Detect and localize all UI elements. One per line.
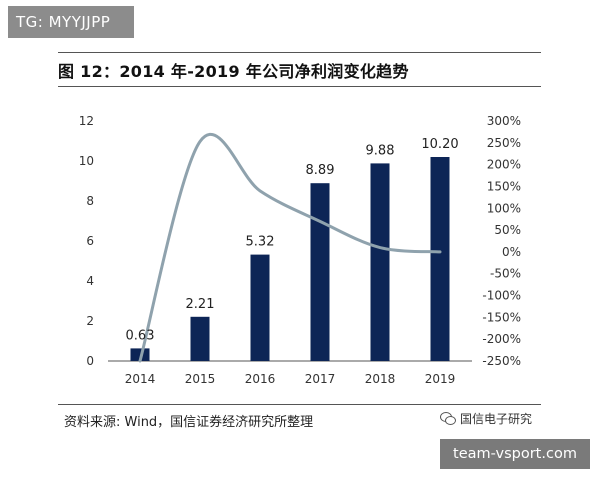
right-tick-label: -250% [482, 354, 521, 368]
left-tick-label: 4 [86, 274, 94, 288]
x-tick-label: 2014 [125, 372, 156, 386]
bar [190, 316, 210, 361]
growth-line [138, 132, 442, 363]
right-tick-label: 100% [487, 201, 521, 215]
left-tick-label: 2 [86, 314, 94, 328]
right-tick-label: 200% [487, 158, 521, 172]
bar-series [130, 157, 450, 361]
x-tick-label: 2016 [245, 372, 276, 386]
left-tick-label: 8 [86, 194, 94, 208]
left-tick-label: 12 [79, 114, 94, 128]
bar [310, 183, 330, 361]
x-axis-ticks: 2014 2015 2016 2017 2018 2019 [125, 372, 456, 386]
bar-data-labels: 0.63 2.21 5.32 8.89 9.88 10.20 [126, 137, 459, 343]
right-tick-label: 50% [494, 223, 521, 237]
source-note: 资料来源: Wind，国信证券经济研究所整理 [64, 415, 314, 430]
bar [430, 157, 450, 361]
left-tick-label: 10 [79, 154, 94, 168]
right-tick-label: -100% [482, 289, 521, 303]
channel-badge: TG: MYYJJPP [8, 6, 134, 38]
bar-value-label: 5.32 [246, 235, 275, 250]
bar-value-label: 2.21 [186, 297, 215, 312]
x-tick-label: 2015 [185, 372, 216, 386]
right-tick-label: -50% [490, 267, 521, 281]
right-tick-label: -150% [482, 310, 521, 324]
bar [370, 163, 390, 361]
right-tick-label: 150% [487, 179, 521, 193]
bar [250, 254, 270, 361]
bar-value-label: 9.88 [366, 143, 395, 158]
bar-value-label: 10.20 [421, 137, 458, 152]
x-tick-label: 2019 [425, 372, 456, 386]
left-axis-ticks: 0 2 4 6 8 10 12 [79, 114, 94, 368]
right-tick-label: 300% [487, 114, 521, 128]
right-tick-label: 0% [502, 245, 521, 259]
chart-title: 图 12：2014 年-2019 年公司净利润变化趋势 [58, 62, 409, 81]
top-divider [58, 52, 541, 53]
site-watermark: team-vsport.com [440, 439, 590, 469]
x-tick-label: 2017 [305, 372, 336, 386]
left-tick-label: 0 [86, 354, 94, 368]
bar-value-label: 0.63 [126, 328, 155, 343]
title-divider [58, 86, 541, 87]
x-tick-label: 2018 [365, 372, 396, 386]
source-divider [58, 404, 541, 405]
right-tick-label: 250% [487, 136, 521, 150]
wechat-icon [440, 412, 456, 425]
bar-value-label: 8.89 [306, 163, 335, 178]
wechat-attribution: 国信电子研究 [440, 410, 532, 427]
right-tick-label: -200% [482, 332, 521, 346]
wechat-account-name: 国信电子研究 [460, 412, 533, 426]
left-tick-label: 6 [86, 234, 94, 248]
bar [130, 348, 150, 361]
right-axis-ticks: -250% -200% -150% -100% -50% 0% 50% 100% 150% 200… [482, 114, 521, 368]
